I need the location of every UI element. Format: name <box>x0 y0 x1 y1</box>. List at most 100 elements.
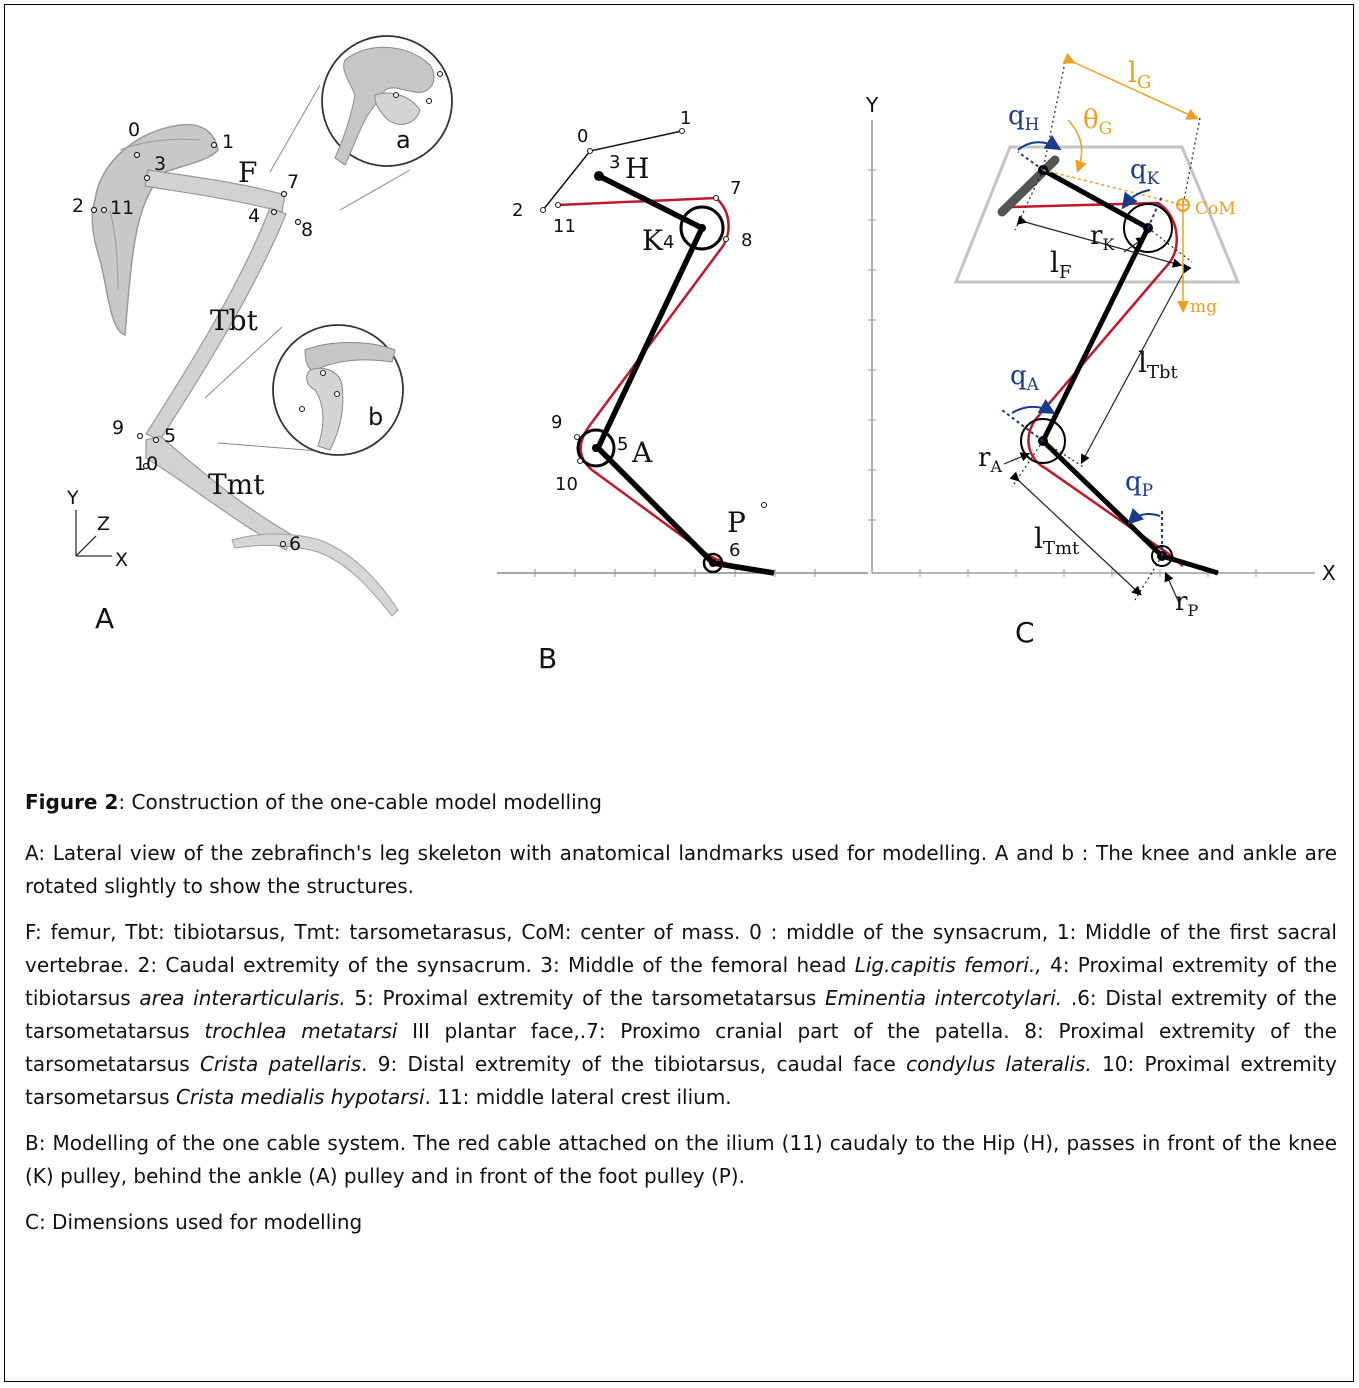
radius-label-rk: rK <box>1090 221 1115 254</box>
landmark-label-b-2: 2 <box>512 200 523 221</box>
angle-label-qa: qA <box>1010 361 1040 395</box>
legend-s1: F: femur, Tbt: tibiotarsus, Tmt: tarsome… <box>25 920 1337 977</box>
landmark-label-9: 9 <box>112 417 124 439</box>
landmark-label-b-5: 5 <box>617 434 628 455</box>
ankle-pulley-b <box>576 428 616 468</box>
angle-label-qp: qP <box>1125 467 1153 501</box>
landmark-label-b-10: 10 <box>555 474 578 495</box>
landmark-label-7: 7 <box>287 171 299 193</box>
legend-i7: Crista medialis hypotarsi <box>175 1085 425 1109</box>
legend-i4: trochlea metatarsi <box>204 1019 398 1043</box>
landmark-label-8: 8 <box>301 219 313 241</box>
legend-i1: Lig.capitis femori., <box>854 953 1042 977</box>
landmark-label-b-4: 4 <box>663 232 674 253</box>
figure-caption: Figure 2: Construction of the one-cable … <box>25 786 1337 1252</box>
joint-label-knee: K <box>642 224 664 257</box>
legend-s3: 5: Proximal extremity of the tarsometata… <box>345 986 825 1010</box>
pelvis-bone <box>91 123 219 337</box>
figure-frame <box>4 4 1354 1382</box>
angle-label-theta: θG <box>1083 105 1112 139</box>
landmark-label-4: 4 <box>248 205 260 227</box>
caption-title: Figure 2: Construction of the one-cable … <box>25 786 1337 819</box>
foot-pulley-b <box>702 552 724 574</box>
inset-label-a: a <box>396 126 411 154</box>
inset-knee: a <box>269 35 453 211</box>
length-sub-lg: G <box>1137 72 1151 93</box>
landmark-label-b-11: 11 <box>553 216 576 237</box>
angle-label-qk: qK <box>1130 155 1160 189</box>
length-label-ltbt: lTbt <box>1138 346 1178 383</box>
angle-label-qh: qH <box>1008 101 1039 135</box>
knee-pulley-b <box>679 205 725 251</box>
inset-ankle: b <box>204 324 404 456</box>
legend-s2: 4: Proximal extremity of the tibiotarsus <box>25 953 1337 1010</box>
ankle-pulley-c <box>1020 418 1066 464</box>
panel-b: 0 1 3 7 2 11 4 8 9 5 10 6 H K A P B <box>497 108 868 675</box>
landmark-label-2: 2 <box>72 195 84 217</box>
axis-label-x: X <box>115 549 128 571</box>
legend-s7: 10: Proximal extremity tarsometarsus <box>25 1052 1337 1109</box>
caption-paragraph-b: B: Modelling of the one cable system. Th… <box>25 1131 1337 1188</box>
legend-i6: condylus lateralis. <box>906 1052 1092 1076</box>
length-label-lf: lF <box>1050 246 1071 283</box>
joint-label-ankle: A <box>631 436 653 469</box>
landmark-label-b-3: 3 <box>609 152 620 173</box>
landmark-label-1: 1 <box>222 131 234 153</box>
angle-sub-theta: G <box>1099 119 1113 139</box>
length-label-lg: lG <box>1128 56 1151 93</box>
radius-label-rp: rP <box>1175 587 1198 620</box>
length-sub-ltbt: Tbt <box>1147 362 1179 383</box>
body-outline <box>953 145 1241 284</box>
radius-sub-ra: A <box>989 457 1002 476</box>
femur-bone <box>144 169 286 213</box>
joint-label-foot: P <box>727 506 746 539</box>
axis-label-c-x: X <box>1322 561 1336 585</box>
angle-sub-qk: K <box>1147 169 1160 189</box>
caption-figure-number: Figure 2 <box>25 790 119 814</box>
weight-label: mg <box>1190 297 1217 317</box>
axis-label-c-y: Y <box>865 93 879 117</box>
axis-label-y: Y <box>66 487 79 509</box>
com-label: CoM <box>1195 199 1236 219</box>
axis-label-z: Z <box>97 513 110 535</box>
bone-label-tibiotarsus: Tbt <box>210 304 259 337</box>
caption-title-text: : Construction of the one-cable model mo… <box>118 790 602 814</box>
angle-sub-qh: H <box>1025 115 1040 135</box>
bone-label-tarsometatarsus: Tmt <box>208 468 265 501</box>
caption-paragraph-c: C: Dimensions used for modelling <box>25 1210 363 1234</box>
foot-pulley-c <box>1151 545 1173 567</box>
legend-i3: Eminentia intercotylari. <box>825 986 1063 1010</box>
panel-label-b: B <box>538 642 557 675</box>
landmark-label-11: 11 <box>110 197 134 219</box>
landmark-label-10: 10 <box>134 453 158 475</box>
legend-s8: . 11: middle lateral crest ilium. <box>424 1085 732 1109</box>
landmark-label-5: 5 <box>164 425 176 447</box>
landmark-label-6: 6 <box>289 533 301 555</box>
angle-sub-qp: P <box>1142 481 1153 501</box>
panel-label-c: C <box>1015 616 1035 649</box>
axes-triad <box>75 510 112 557</box>
legend-s6: . 9: Distal extremity of the tibiotarsus… <box>361 1052 907 1076</box>
landmark-label-b-0: 0 <box>577 126 588 147</box>
length-sub-lf: F <box>1059 262 1072 283</box>
length-label-ltmt: lTmt <box>1034 522 1080 559</box>
length-sub-ltmt: Tmt <box>1043 538 1080 559</box>
landmark-label-b-6: 6 <box>729 540 740 561</box>
panel-a: 0 1 2 11 3 7 4 8 9 5 10 6 F Tbt Tmt a <box>66 35 453 635</box>
legend-s5: III plantar face,.7: Proximo cranial par… <box>25 1019 1337 1076</box>
landmark-label-b-1: 1 <box>680 108 691 129</box>
legend-i2: area interarticularis. <box>139 986 346 1010</box>
caption-paragraph-legend: F: femur, Tbt: tibiotarsus, Tmt: tarsome… <box>25 916 1337 1114</box>
legend-s4: .6: Distal extremity of the tarsometatar… <box>25 986 1337 1043</box>
bone-label-femur: F <box>238 156 257 189</box>
panel-label-a: A <box>95 602 114 635</box>
radius-label-ra: rA <box>978 443 1002 476</box>
landmark-label-0: 0 <box>128 119 140 141</box>
caption-paragraph-a: A: Lateral view of the zebrafinch's leg … <box>25 841 1337 898</box>
joint-label-hip: H <box>625 152 649 185</box>
radius-sub-rp: P <box>1187 601 1198 620</box>
landmarks-a <box>90 141 302 548</box>
landmark-label-3: 3 <box>154 153 166 175</box>
landmark-label-b-7: 7 <box>730 178 741 199</box>
landmark-label-b-9: 9 <box>551 412 562 433</box>
